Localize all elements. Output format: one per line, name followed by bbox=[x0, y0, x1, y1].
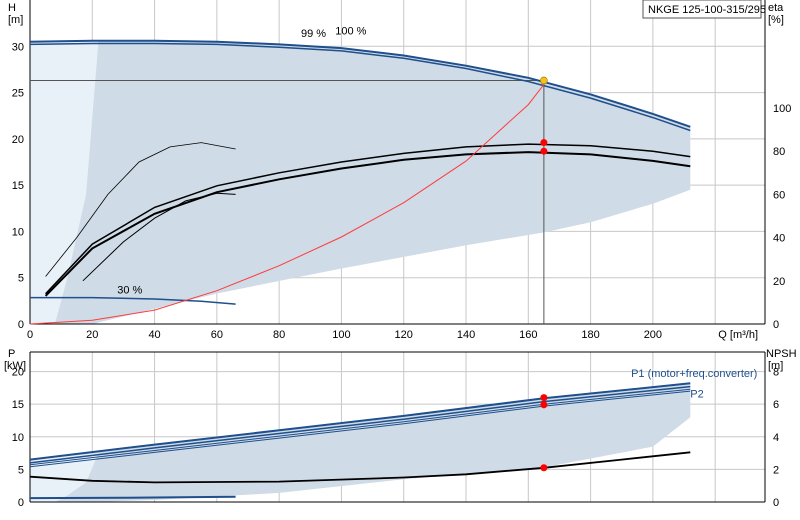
x-tick-label: 80 bbox=[273, 329, 285, 341]
p2-curve-100 bbox=[29, 388, 691, 466]
y-tick-label: 30 bbox=[12, 41, 24, 53]
op-point-h bbox=[540, 76, 548, 85]
x-tick-label: 20 bbox=[86, 329, 98, 341]
y-label-left-unit: [kW] bbox=[4, 360, 26, 372]
y-tick-label: 15 bbox=[12, 399, 24, 411]
y-right-tick-label: 8 bbox=[773, 367, 779, 379]
p1-curve-100 bbox=[29, 382, 691, 461]
y-right-tick-label: 40 bbox=[773, 233, 785, 245]
y-label-right: eta bbox=[768, 2, 784, 14]
op-point-eta2 bbox=[540, 147, 548, 155]
y-tick-label: 15 bbox=[12, 180, 24, 192]
y-label-right-unit: [m] bbox=[768, 360, 783, 372]
y-label-left: P bbox=[8, 348, 15, 360]
eta-curve-mid bbox=[82, 192, 236, 282]
op-point-eta bbox=[540, 139, 548, 147]
y-tick-label: 25 bbox=[12, 88, 24, 100]
hq-curve-30 bbox=[30, 296, 236, 305]
y-tick-label: 10 bbox=[12, 226, 24, 238]
curve-annotation: 30 % bbox=[117, 284, 142, 296]
x-tick-label: 180 bbox=[581, 329, 599, 341]
op-point-npsh bbox=[540, 464, 548, 472]
hq-curve-100 bbox=[29, 39, 691, 128]
eta-curve-main bbox=[44, 151, 691, 297]
p2-curve-99 bbox=[29, 390, 691, 468]
curve-annotation: 99 % bbox=[301, 28, 326, 40]
p1-label: P1 (motor+freq.converter) bbox=[631, 368, 757, 380]
y-right-tick-label: 60 bbox=[773, 189, 785, 201]
top-panel: 0 20 40 60 80 100 120 140 160 180 200 0 5 10 15 20 25 30 0… bbox=[8, 0, 791, 341]
x-tick-label: 0 bbox=[27, 329, 33, 341]
x-tick-label: 40 bbox=[148, 329, 160, 341]
y-tick-label: 0 bbox=[18, 497, 24, 509]
p-curve-30 bbox=[29, 495, 236, 500]
system-curve bbox=[29, 80, 548, 325]
p1-curve-99 bbox=[29, 385, 691, 464]
hq-curve-99 bbox=[29, 42, 691, 132]
y-label-left-unit: [m] bbox=[8, 14, 23, 26]
operating-area bbox=[30, 40, 691, 324]
y-right-tick-label: 0 bbox=[773, 497, 779, 509]
op-point-p2 bbox=[540, 401, 548, 409]
x-tick-label: 160 bbox=[519, 329, 537, 341]
y-label-right: NPSH bbox=[766, 348, 797, 360]
operating-area-light bbox=[30, 40, 99, 324]
npsh-curve bbox=[29, 451, 691, 484]
eta-curve-low bbox=[45, 142, 236, 277]
bottom-panel: 0 5 10 15 20 0 2 4 6 8 P[kW] NPSH[m] P1 (motor+freq.… bbox=[4, 348, 797, 509]
x-tick-label: 200 bbox=[644, 329, 662, 341]
y-tick-label: 20 bbox=[12, 134, 24, 146]
x-label: Q [m³/h] bbox=[718, 329, 758, 341]
op-point-p1 bbox=[540, 394, 548, 402]
x-tick-label: 100 bbox=[332, 329, 350, 341]
y-right-tick-label: 20 bbox=[773, 276, 785, 288]
curve-annotation: 100 % bbox=[335, 25, 366, 37]
x-tick-label: 60 bbox=[211, 329, 223, 341]
x-tick-label: 120 bbox=[395, 329, 413, 341]
title-box-text: NKGE 125-100-315/295 bbox=[648, 4, 766, 16]
y-tick-label: 5 bbox=[18, 464, 24, 476]
title-box: NKGE 125-100-315/295 bbox=[642, 0, 766, 19]
y-tick-label: 20 bbox=[12, 367, 24, 379]
y-right-tick-label: 100 bbox=[773, 103, 791, 115]
power-area-light bbox=[30, 453, 99, 502]
y-right-tick-label: 6 bbox=[773, 399, 779, 411]
x-tick-label: 140 bbox=[457, 329, 475, 341]
y-right-tick-label: 80 bbox=[773, 146, 785, 158]
y-right-tick-label: 2 bbox=[773, 464, 779, 476]
y-tick-label: 5 bbox=[18, 273, 24, 285]
y-tick-label: 0 bbox=[18, 319, 24, 331]
power-area bbox=[30, 383, 691, 502]
y-label-right-unit: [%] bbox=[768, 14, 784, 26]
eta-curve-second bbox=[45, 143, 691, 295]
y-tick-label: 10 bbox=[12, 432, 24, 444]
p2-label: P2 bbox=[690, 389, 703, 401]
y-right-tick-label: 0 bbox=[773, 319, 779, 331]
y-right-tick-label: 4 bbox=[773, 432, 779, 444]
y-label-left: H bbox=[8, 2, 16, 14]
